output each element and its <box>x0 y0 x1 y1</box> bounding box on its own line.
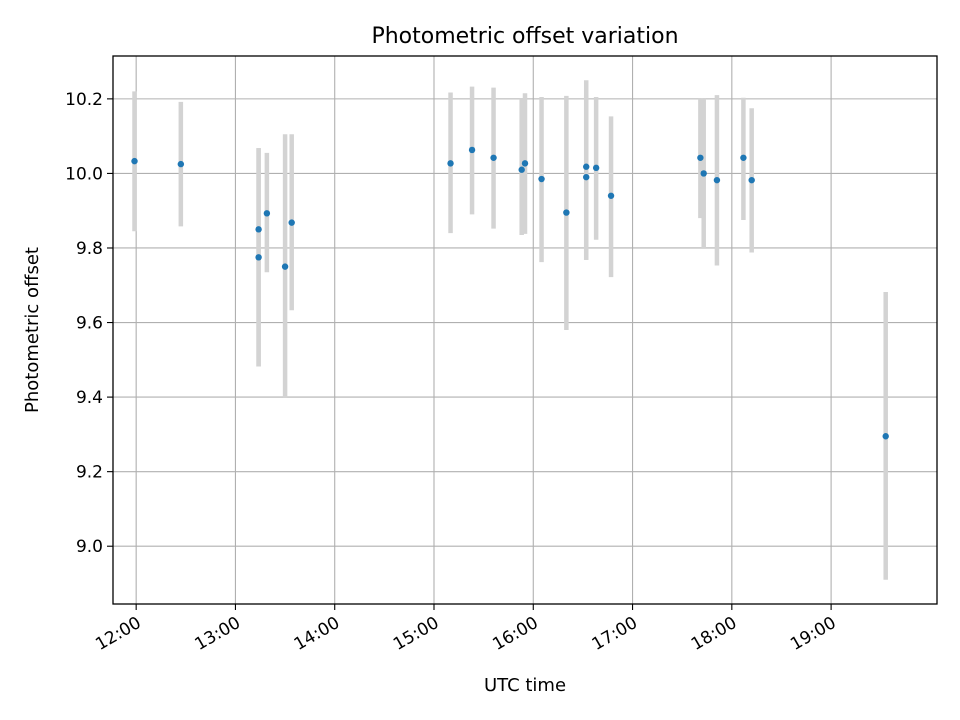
data-point <box>281 263 289 270</box>
data-point <box>490 154 497 161</box>
data-point <box>607 192 615 199</box>
data-point <box>447 160 454 167</box>
data-point <box>700 170 707 177</box>
data-point <box>255 226 262 233</box>
data-point <box>583 173 590 181</box>
y-tick-label: 10.0 <box>65 164 103 184</box>
data-point <box>521 160 529 167</box>
y-axis: 9.0 9.2 9.4 9.6 9.8 10.0 10.2 <box>65 90 113 557</box>
data-point <box>263 210 271 217</box>
data-point <box>713 176 721 184</box>
data-point <box>518 166 525 173</box>
data-point <box>563 209 570 216</box>
data-point <box>882 433 889 440</box>
data-points <box>131 146 889 440</box>
data-point <box>583 163 590 170</box>
plot-frame <box>112 55 938 605</box>
data-point <box>748 176 755 184</box>
x-axis-label: UTC time <box>484 675 566 696</box>
data-point <box>468 146 476 154</box>
y-tick-label: 10.2 <box>65 90 103 110</box>
data-point <box>538 175 545 183</box>
data-point <box>740 154 747 161</box>
data-point <box>131 157 138 165</box>
y-tick-label: 9.4 <box>76 388 103 408</box>
y-tick-label: 9.2 <box>76 463 103 483</box>
y-tick-label: 9.6 <box>76 314 103 334</box>
data-point <box>177 160 185 168</box>
y-axis-label: Photometric offset <box>22 247 43 413</box>
y-tick-label: 9.8 <box>76 239 103 259</box>
data-point <box>288 219 295 226</box>
data-point <box>592 164 600 172</box>
data-point <box>255 254 262 261</box>
y-tick-label: 9.0 <box>76 537 103 557</box>
data-point <box>697 154 704 161</box>
chart-title: Photometric offset variation <box>371 24 678 49</box>
